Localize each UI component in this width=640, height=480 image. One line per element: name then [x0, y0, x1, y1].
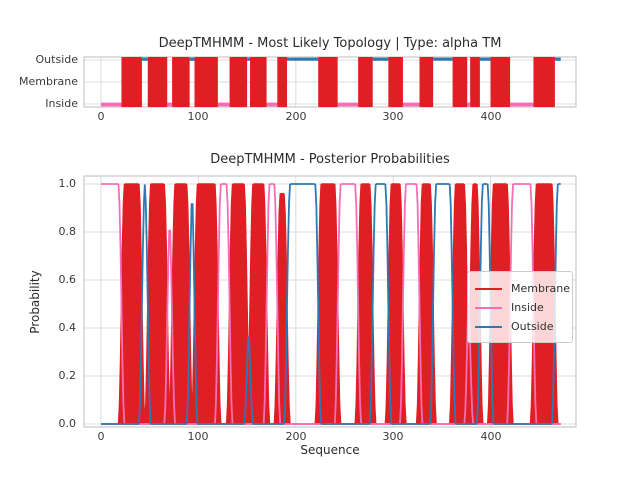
probability-title: DeepTMHMM - Posterior Probabilities [210, 152, 450, 167]
bot-xtick-300: 300 [382, 430, 404, 443]
top-xtick-0: 0 [97, 110, 105, 123]
y-axis-label: Probability [28, 270, 42, 334]
legend-item-membrane: Membrane [475, 279, 570, 298]
top-xtick-400: 400 [480, 110, 502, 123]
bot-xtick-100: 100 [187, 430, 209, 443]
legend-item-inside: Inside [475, 298, 566, 317]
top-xtick-200: 200 [285, 110, 307, 123]
membrane-line-swatch [475, 287, 502, 290]
probability-plot-area [83, 175, 577, 428]
ycat-outside: Outside [35, 53, 78, 66]
bot-xtick-400: 400 [480, 430, 502, 443]
ytick-0.8: 0.8 [58, 225, 77, 238]
legend-item-outside: Outside [475, 317, 566, 336]
ytick-0.4: 0.4 [58, 321, 77, 334]
top-xtick-100: 100 [187, 110, 209, 123]
legend-label-inside: Inside [511, 301, 544, 314]
legend-label-membrane: Membrane [511, 282, 570, 295]
bot-xtick-0: 0 [97, 430, 105, 443]
ytick-0.0: 0.0 [58, 417, 77, 430]
topology-title: DeepTMHMM - Most Likely Topology | Type:… [158, 36, 502, 51]
ytick-0.6: 0.6 [58, 273, 77, 286]
inside-line-swatch [475, 306, 502, 309]
outside-line-swatch [475, 325, 502, 328]
ytick-1.0: 1.0 [58, 177, 77, 190]
ytick-0.2: 0.2 [58, 369, 77, 382]
ycat-inside: Inside [45, 97, 78, 110]
bot-xtick-200: 200 [285, 430, 307, 443]
top-xtick-300: 300 [382, 110, 404, 123]
topology-plot-area [83, 56, 577, 108]
x-axis-label: Sequence [300, 443, 360, 457]
ycat-membrane: Membrane [19, 75, 78, 88]
legend: Membrane Inside Outside [467, 271, 573, 343]
legend-label-outside: Outside [511, 320, 554, 333]
